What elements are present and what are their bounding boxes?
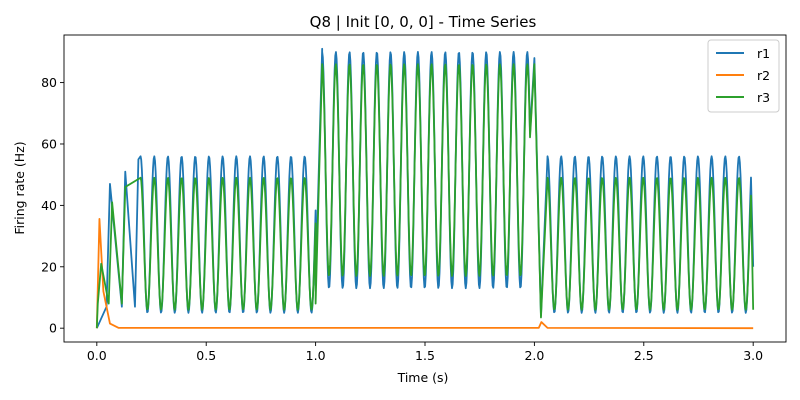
legend-label-r1: r1 xyxy=(757,46,770,61)
y-tick-label: 60 xyxy=(41,136,57,151)
y-tick-label: 0 xyxy=(49,321,57,336)
series-line-r2 xyxy=(95,217,754,330)
y-axis-label: Firing rate (Hz) xyxy=(12,141,27,234)
x-tick-label: 2.5 xyxy=(634,348,654,363)
x-tick-label: 0.0 xyxy=(87,348,107,363)
y-tick-label: 40 xyxy=(41,198,57,213)
legend: r1 r2 r3 xyxy=(707,39,780,113)
x-axis-label: Time (s) xyxy=(397,370,449,385)
x-tick-label: 0.5 xyxy=(196,348,216,363)
series-line-r3 xyxy=(95,63,755,329)
x-tick-label: 1.5 xyxy=(415,348,435,363)
y-tick-label: 80 xyxy=(41,75,57,90)
legend-label-r3: r3 xyxy=(757,90,770,105)
x-tick-label: 1.0 xyxy=(306,348,326,363)
legend-label-r2: r2 xyxy=(757,68,770,83)
series-layer xyxy=(95,47,755,330)
x-tick-label: 2.0 xyxy=(524,348,544,363)
y-axis: 0 20 40 60 80 xyxy=(41,75,64,336)
x-tick-label: 3.0 xyxy=(743,348,763,363)
chart-title: Q8 | Init [0, 0, 0] - Time Series xyxy=(310,13,537,31)
y-tick-label: 20 xyxy=(41,259,57,274)
x-axis: 0.0 0.5 1.0 1.5 2.0 2.5 3.0 xyxy=(87,342,763,363)
